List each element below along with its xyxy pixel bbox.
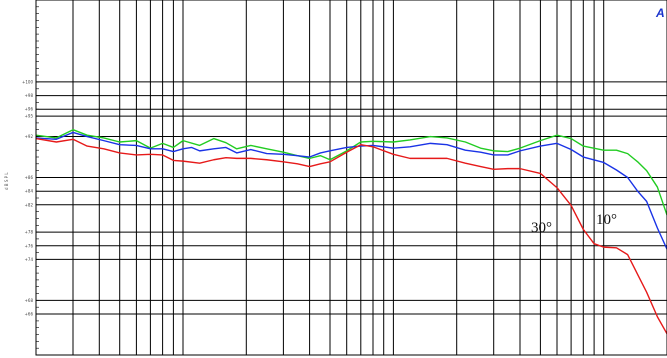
- y-tick-label: +98: [25, 93, 34, 98]
- y-tick-label: +95: [25, 114, 34, 119]
- y-tick-label: +66: [25, 312, 34, 317]
- y-tick-label: +82: [25, 202, 34, 207]
- brand-logo-letter: A: [655, 6, 665, 20]
- plot-frame: [35, 0, 667, 356]
- y-tick-label: +84: [25, 189, 34, 194]
- y-tick-label: +86: [25, 175, 34, 180]
- annotation-10-deg: 10°: [596, 212, 617, 228]
- horizontal-grid: [36, 81, 667, 315]
- y-tick-label: +74: [25, 257, 34, 262]
- annotation-30-deg: 30°: [531, 220, 552, 236]
- y-tick-label: +68: [25, 298, 34, 303]
- y-tick-label: +78: [25, 230, 34, 235]
- series-lines: [35, 129, 667, 335]
- y-tick-label: +92: [25, 134, 34, 139]
- y-tick-label: +100: [22, 79, 33, 84]
- y-tick-label: +76: [25, 243, 34, 248]
- y-axis-label: d B S P L: [4, 172, 9, 190]
- series-line-2: [35, 137, 667, 335]
- series-line-0: [35, 129, 667, 216]
- series-line-1: [35, 131, 667, 250]
- y-tick-label: +96: [25, 107, 34, 112]
